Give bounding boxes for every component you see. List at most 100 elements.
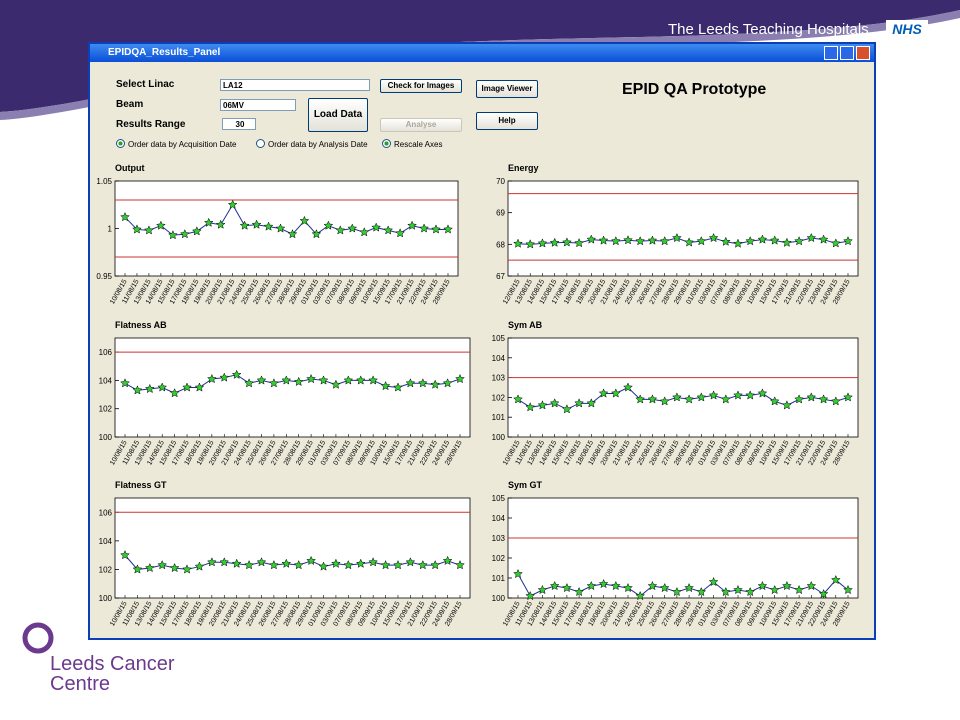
data-point <box>157 559 168 570</box>
linac-dropdown[interactable]: LA12 <box>220 79 370 91</box>
radio-rescale[interactable]: Rescale Axes <box>382 139 442 149</box>
maximize-button[interactable] <box>840 46 854 60</box>
data-point <box>781 580 792 591</box>
data-point <box>442 555 453 566</box>
y-tick-label: 70 <box>496 177 505 186</box>
data-point <box>647 394 658 404</box>
data-point <box>203 217 214 227</box>
data-point <box>843 236 853 246</box>
data-line <box>517 573 849 597</box>
y-tick-label: 106 <box>99 508 113 517</box>
data-point <box>610 580 621 591</box>
data-point <box>561 582 572 593</box>
data-point <box>343 375 354 385</box>
load-button[interactable]: Load Data <box>308 98 368 132</box>
data-point <box>549 237 560 247</box>
data-point <box>561 404 572 414</box>
data-point <box>806 392 817 402</box>
data-point <box>513 568 523 579</box>
data-point <box>169 562 180 573</box>
data-point <box>194 382 205 392</box>
data-point <box>299 215 310 226</box>
data-point <box>281 375 292 385</box>
viewer-button[interactable]: Image Viewer <box>476 80 538 98</box>
y-tick-label: 1 <box>108 225 113 234</box>
data-point <box>659 396 670 406</box>
data-point <box>268 378 279 388</box>
data-point <box>244 559 255 570</box>
data-point <box>206 557 217 567</box>
check-button[interactable]: Check for Images <box>380 79 462 93</box>
data-point <box>380 380 391 391</box>
data-point <box>574 586 585 597</box>
data-point <box>275 223 286 233</box>
chart-title: Energy <box>508 163 539 173</box>
plot-area <box>507 497 859 599</box>
minimize-button[interactable] <box>824 46 838 60</box>
data-point <box>598 388 609 398</box>
header-swoosh <box>0 0 960 112</box>
y-tick-label: 68 <box>496 240 505 249</box>
data-point <box>708 390 719 400</box>
data-point <box>219 557 230 567</box>
data-point <box>368 375 379 385</box>
y-tick-label: 104 <box>492 354 506 363</box>
data-point <box>733 238 743 248</box>
data-point <box>513 238 523 248</box>
y-tick-label: 67 <box>496 272 505 281</box>
data-point <box>843 584 853 595</box>
data-point <box>231 558 242 568</box>
data-point <box>757 388 768 398</box>
data-point <box>263 221 274 231</box>
data-point <box>407 220 418 230</box>
data-point <box>311 229 322 239</box>
data-point <box>244 378 255 388</box>
help-button[interactable]: Help <box>476 112 538 130</box>
range-input[interactable]: 30 <box>222 118 256 130</box>
y-tick-label: 106 <box>99 348 113 357</box>
plot-area <box>114 497 471 599</box>
beam-dropdown[interactable]: 06MV <box>220 99 296 111</box>
data-point <box>157 382 168 392</box>
data-point <box>818 394 829 404</box>
data-point <box>120 211 130 222</box>
analyse-button[interactable]: Analyse <box>380 118 462 132</box>
title-bar: EPIDQA_Results_Panel <box>90 44 874 62</box>
data-point <box>383 225 394 235</box>
data-point <box>586 580 597 591</box>
data-point <box>442 378 453 388</box>
plot-area <box>507 337 859 438</box>
y-tick-label: 102 <box>99 565 113 574</box>
data-point <box>417 559 428 570</box>
data-point <box>671 586 682 597</box>
data-point <box>659 582 670 593</box>
radio-acquisition[interactable]: Order data by Acquisition Date <box>116 139 237 149</box>
data-point <box>757 234 768 244</box>
data-point <box>215 219 226 229</box>
data-point <box>227 199 238 209</box>
data-point <box>769 396 780 406</box>
data-point <box>659 236 670 246</box>
data-point <box>380 559 391 570</box>
data-line <box>124 374 461 394</box>
data-point <box>330 379 341 389</box>
radio-analysis[interactable]: Order data by Analysis Date <box>256 139 368 149</box>
y-tick-label: 103 <box>492 374 506 383</box>
data-point <box>179 229 190 239</box>
data-point <box>757 580 768 591</box>
data-point <box>720 586 731 597</box>
footer-line2: Centre <box>50 673 110 695</box>
data-point <box>347 223 358 233</box>
data-point <box>419 223 430 233</box>
data-point <box>610 236 621 246</box>
data-point <box>525 402 536 412</box>
data-point <box>781 400 792 410</box>
data-point <box>318 561 329 571</box>
data-point <box>794 394 805 404</box>
y-tick-label: 101 <box>492 574 506 583</box>
close-button[interactable] <box>856 46 870 60</box>
y-tick-label: 105 <box>492 334 506 343</box>
data-point <box>684 394 695 404</box>
data-point <box>696 236 707 246</box>
window-title: EPIDQA_Results_Panel <box>108 47 221 58</box>
